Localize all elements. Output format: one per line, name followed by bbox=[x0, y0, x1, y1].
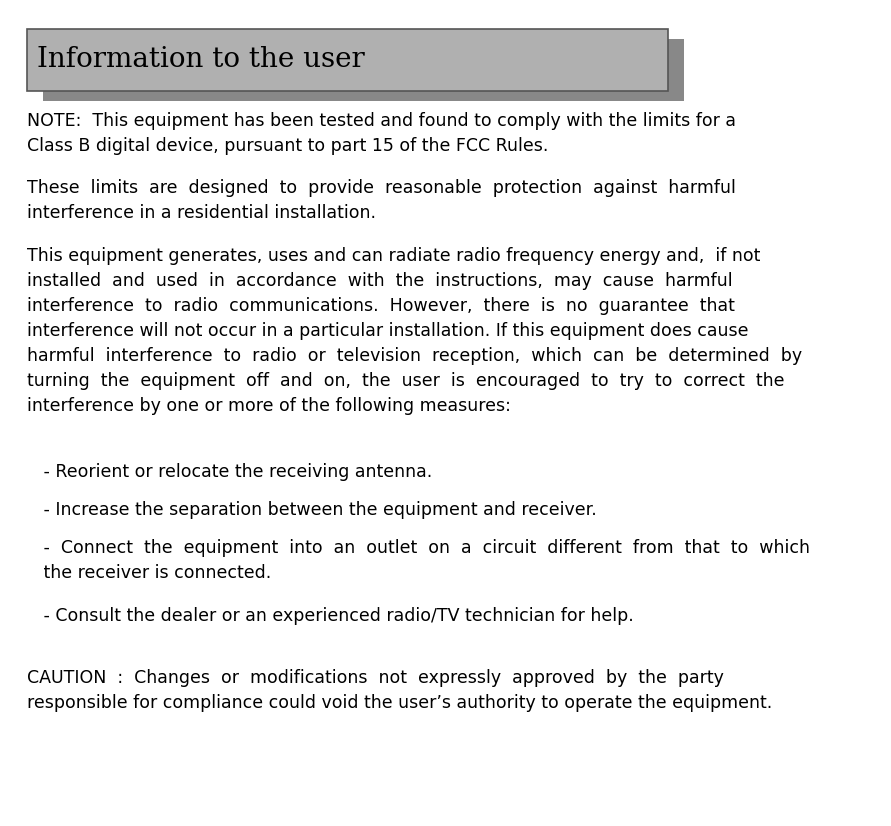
Text: - Increase the separation between the equipment and receiver.: - Increase the separation between the eq… bbox=[27, 501, 596, 520]
Text: Information to the user: Information to the user bbox=[37, 46, 365, 74]
Text: - Reorient or relocate the receiving antenna.: - Reorient or relocate the receiving ant… bbox=[27, 463, 432, 482]
FancyBboxPatch shape bbox=[27, 29, 668, 91]
Text: These  limits  are  designed  to  provide  reasonable  protection  against  harm: These limits are designed to provide rea… bbox=[27, 179, 736, 222]
Text: CAUTION  :  Changes  or  modifications  not  expressly  approved  by  the  party: CAUTION : Changes or modifications not e… bbox=[27, 669, 772, 712]
Text: - Consult the dealer or an experienced radio/TV technician for help.: - Consult the dealer or an experienced r… bbox=[27, 607, 634, 625]
Text: -  Connect  the  equipment  into  an  outlet  on  a  circuit  different  from  t: - Connect the equipment into an outlet o… bbox=[27, 539, 810, 582]
Text: This equipment generates, uses and can radiate radio frequency energy and,  if n: This equipment generates, uses and can r… bbox=[27, 247, 802, 415]
Text: NOTE:  This equipment has been tested and found to comply with the limits for a
: NOTE: This equipment has been tested and… bbox=[27, 112, 736, 154]
FancyBboxPatch shape bbox=[43, 39, 684, 101]
